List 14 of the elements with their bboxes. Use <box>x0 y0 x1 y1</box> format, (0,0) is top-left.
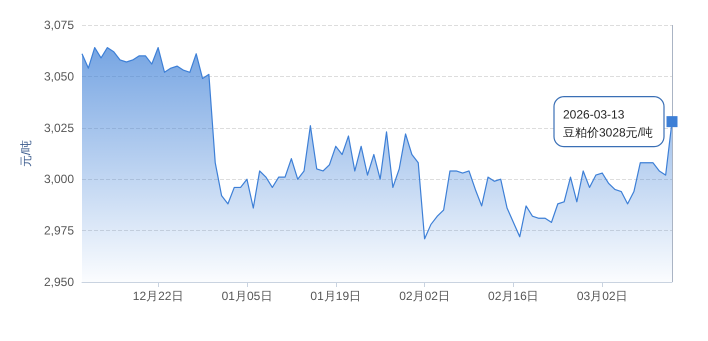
x-tick-label: 02月16日 <box>488 289 539 303</box>
x-tick-label: 12月22日 <box>132 289 184 303</box>
y-tick-label: 2,950 <box>44 275 74 289</box>
y-tick-label: 3,000 <box>44 172 74 186</box>
y-tick-label: 3,025 <box>44 120 74 135</box>
x-tick-label: 02月02日 <box>399 289 450 303</box>
y-tick-label: 3,050 <box>44 69 74 84</box>
y-tick-label: 2,975 <box>44 224 74 238</box>
y-tick-label: 3,075 <box>44 18 74 32</box>
annotation: 2026-03-13 豆粕价3028元/吨 <box>563 108 654 140</box>
x-tick-label: 01月05日 <box>222 289 272 303</box>
x-tick-label: 03月02日 <box>576 289 628 303</box>
y-axis-title: 元/吨 <box>19 140 33 168</box>
x-tick-label: 01月19日 <box>310 289 362 303</box>
